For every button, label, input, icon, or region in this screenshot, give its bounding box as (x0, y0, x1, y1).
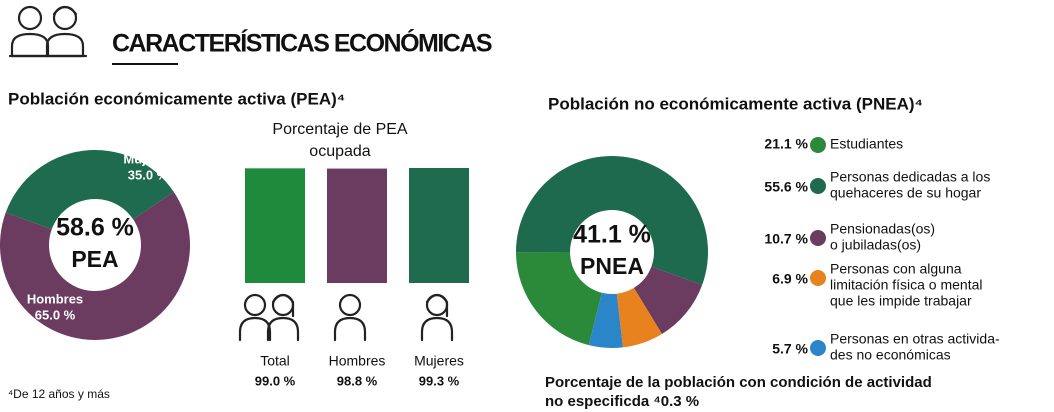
donut-segment (5, 150, 174, 230)
donut-segment (516, 156, 708, 286)
category-label: Mujeres (414, 353, 464, 369)
legend-label: Personas con alguna (830, 261, 962, 277)
legend-dot (810, 340, 826, 356)
donut-segment (588, 292, 623, 348)
segment-value: 35.0 % (128, 167, 169, 182)
chart-title: Población no económicamente activa (PNEA… (548, 94, 923, 113)
legend-dot (810, 178, 826, 194)
center-label: 41.1 % (573, 221, 651, 249)
page-title: CARACTERÍSTICAS ECONÓMICAS (112, 28, 492, 58)
donut-segment (616, 287, 662, 348)
bottom-note: no especificda ⁴0.3 % (545, 393, 699, 410)
legend-label: limitación física o mental (830, 277, 983, 293)
legend-value: 21.1 % (764, 136, 808, 152)
legend-dot (810, 137, 826, 153)
value-label: 99.0 % (255, 373, 296, 388)
segment-label: Hombres (27, 291, 83, 306)
footnote: ⁴De 12 años y más (8, 387, 110, 401)
legend-dot (810, 270, 826, 286)
donut-segment (0, 191, 190, 340)
category-label: Total (260, 353, 290, 369)
center-label: 58.6 % (56, 214, 134, 242)
donut-segment (516, 252, 602, 346)
legend-label: Estudiantes (830, 136, 903, 152)
person-icons (238, 293, 454, 342)
bar (245, 168, 305, 283)
legend-value: 55.6 % (764, 179, 808, 195)
chart-title: ocupada (309, 143, 370, 160)
legend-label: o jubiladas(os) (830, 237, 921, 253)
bar (409, 168, 469, 283)
legend-label: Pensionadas(os) (830, 221, 935, 237)
value-label: 99.3 % (419, 373, 460, 388)
category-label: Hombres (329, 353, 386, 369)
chart-title: Porcentaje de PEA (272, 121, 408, 138)
bottom-note: Porcentaje de la población con condición… (545, 374, 932, 391)
legend-value: 5.7 % (772, 341, 808, 357)
segment-label: Mujeres (123, 151, 172, 166)
legend-label: Personas dedicadas a los (830, 169, 990, 185)
segment-value: 65.0 % (35, 307, 76, 322)
donut-segment (633, 266, 703, 334)
center-label: PNEA (580, 253, 644, 279)
legend-value: 10.7 % (764, 231, 808, 247)
legend-value: 6.9 % (772, 271, 808, 287)
legend-label: quehaceres de su hogar (830, 185, 981, 201)
legend-label: des no económicas (830, 347, 951, 363)
legend-label: que les impide trabajar (830, 293, 972, 309)
legend-label: Personas en otras activida- (830, 331, 1000, 347)
center-label: PEA (71, 246, 118, 272)
legend-dot (810, 230, 826, 246)
bar (327, 168, 387, 283)
value-label: 98.8 % (337, 373, 378, 388)
header-icon (8, 5, 88, 58)
chart-title: Población económicamente activa (PEA)⁴ (8, 89, 345, 108)
